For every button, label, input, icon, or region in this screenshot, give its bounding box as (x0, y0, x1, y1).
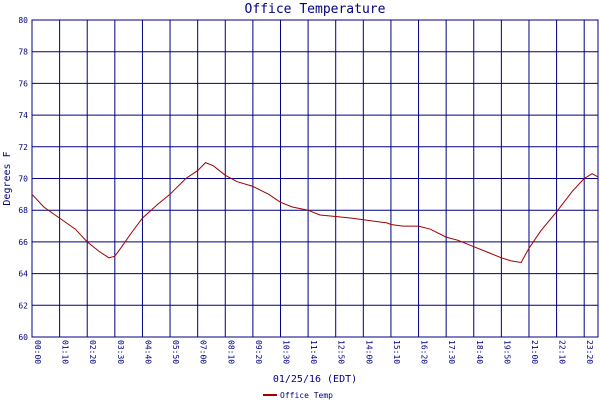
x-tick-label: 00:00 (33, 340, 42, 364)
x-tick-label: 10:30 (281, 340, 290, 364)
plot-frame (31, 19, 599, 338)
x-tick-label: 17:30 (447, 340, 456, 364)
chart-title: Office Temperature (245, 2, 386, 17)
y-tick-label: 74 (18, 111, 28, 120)
x-tick-label: 04:40 (143, 340, 152, 364)
x-tick-label: 23:20 (585, 340, 594, 364)
x-tick-label: 11:40 (309, 340, 318, 364)
y-tick-label: 80 (18, 16, 28, 25)
y-tick-labels: 60 62 64 66 68 70 72 74 76 78 80 (18, 16, 28, 342)
x-tick-label: 12:50 (337, 340, 346, 364)
x-tick-label: 09:20 (254, 340, 263, 364)
legend: Office Temp (263, 391, 333, 400)
x-tick-label: 08:10 (226, 340, 235, 364)
y-tick-label: 78 (18, 48, 28, 57)
y-tick-label: 70 (18, 175, 28, 184)
x-tick-label: 05:50 (171, 340, 180, 364)
x-tick-label: 16:20 (420, 340, 429, 364)
x-tick-label: 01:10 (61, 340, 70, 364)
legend-label-office-temp: Office Temp (280, 391, 333, 400)
y-tick-label: 66 (18, 238, 28, 247)
y-tick-label: 76 (18, 79, 28, 88)
y-tick-label: 60 (18, 333, 28, 342)
y-tick-label: 68 (18, 206, 28, 215)
x-tick-label: 22:10 (558, 340, 567, 364)
y-tick-label: 62 (18, 301, 28, 310)
x-tick-label: 19:50 (502, 340, 511, 364)
series-line-office-temp (31, 162, 599, 264)
x-tick-label: 14:00 (364, 340, 373, 364)
y-tick-label: 64 (18, 270, 28, 279)
x-tick-labels: 00:00 01:10 02:20 03:30 04:40 05:50 07:00 08:10… (33, 340, 600, 364)
x-tick-label: 15:10 (392, 340, 401, 364)
x-tick-label: 18:40 (475, 340, 484, 364)
x-axis-label: 01/25/16 (EDT) (273, 374, 357, 385)
grid-layer (31, 19, 599, 338)
x-tick-label: 07:00 (199, 340, 208, 364)
x-tick-label: 02:20 (88, 340, 97, 364)
y-axis-label: Degrees F (2, 151, 13, 205)
x-tick-label: 21:00 (530, 340, 539, 364)
x-tick-label: 03:30 (116, 340, 125, 364)
y-tick-label: 72 (18, 143, 28, 152)
